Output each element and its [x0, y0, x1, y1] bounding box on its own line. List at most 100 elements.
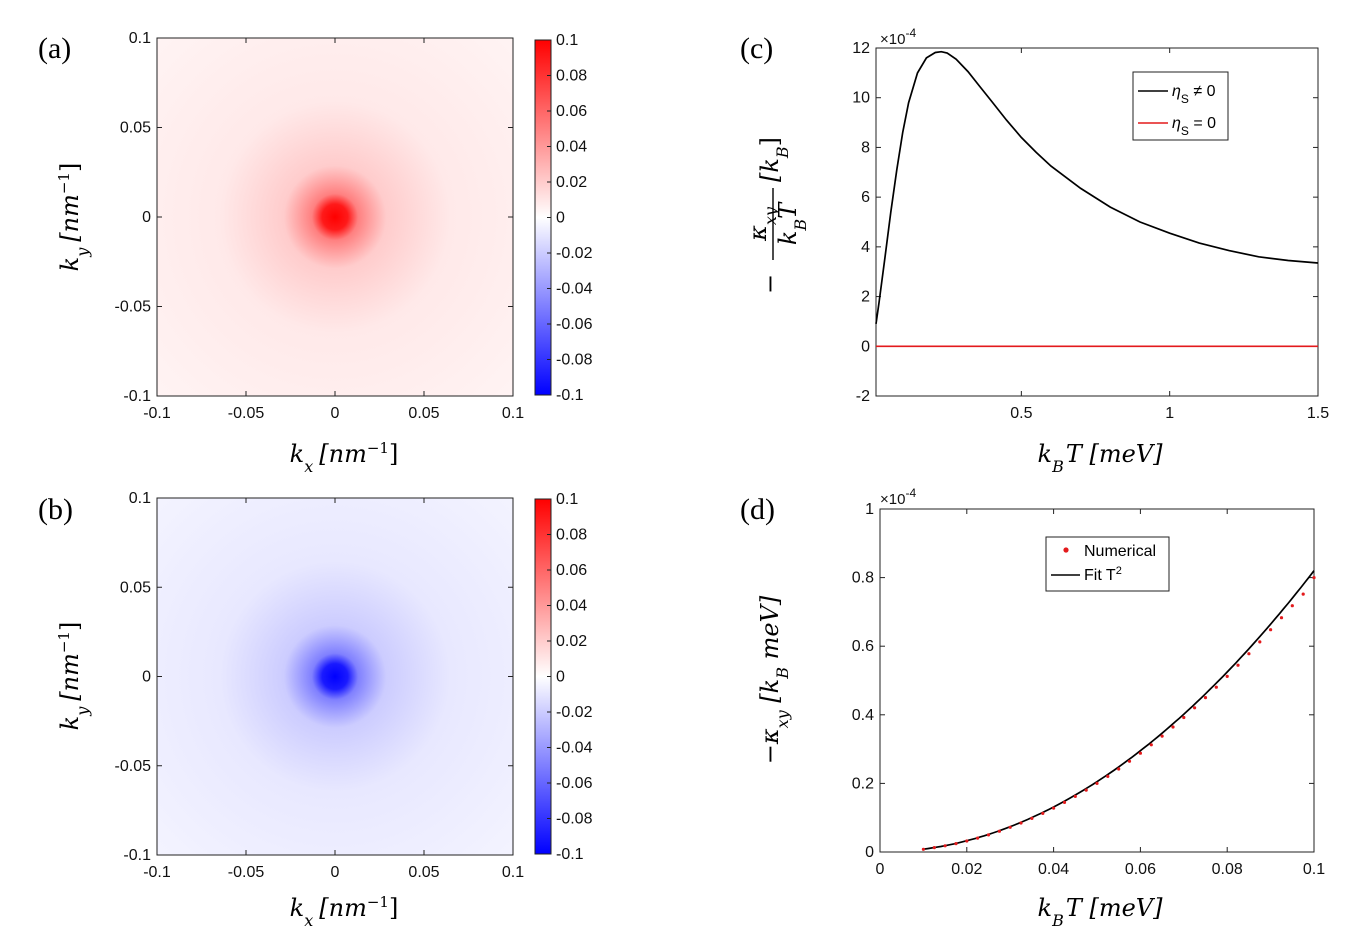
colorbar-tick-label: -0.04	[556, 740, 593, 757]
x-tick-label: 0	[331, 864, 340, 881]
data-point-numerical	[1019, 821, 1023, 825]
colorbar-tick-label: -0.02	[556, 704, 593, 721]
y-tick-label: 12	[852, 40, 870, 57]
data-point-numerical	[1279, 616, 1284, 620]
svg-text:ky[nm−1]: ky[nm−1]	[55, 163, 92, 272]
data-point-numerical	[1193, 706, 1197, 710]
x-tick-label: 0.05	[408, 864, 439, 881]
x-tick-label: 0.1	[1303, 861, 1325, 878]
legend-c-box	[1132, 71, 1229, 141]
colorbar-tick-label: -0.1	[556, 387, 584, 404]
x-tick-label: 0.04	[1038, 861, 1069, 878]
legend-d-box	[1045, 536, 1170, 592]
heatmap-b-field	[157, 498, 513, 855]
axes-c-plot	[875, 50, 1319, 348]
y-tick-label: -2	[856, 388, 870, 405]
data-point-numerical	[1203, 696, 1208, 700]
data-point-numerical	[1214, 685, 1218, 689]
colorbar-tick-label: 0.04	[556, 139, 587, 156]
data-point-numerical	[943, 844, 947, 848]
axes-c-sci-multiplier: ×10-4	[880, 26, 916, 48]
legend-d-label-1: Fit T2	[1084, 565, 1122, 584]
axes-d-plot	[921, 570, 1316, 851]
data-point-numerical	[1008, 825, 1012, 829]
x-tick-label: -0.1	[143, 864, 171, 881]
data-point-numerical	[976, 836, 980, 840]
data-point-numerical	[1106, 774, 1110, 779]
axes-c-frame	[875, 47, 1319, 397]
y-tick-label: 10	[852, 90, 870, 107]
axes-d-xlabel: kBT [meV]	[1038, 894, 1164, 930]
y-tick-label: -0.05	[115, 758, 152, 775]
svg-text:−: −	[756, 274, 784, 294]
panel-d: (d) ×10-4 0 0.02 0.04 0.06 0.08 0.1 0 0.2 0.4 0.6…	[740, 486, 1325, 930]
data-point-numerical	[1182, 715, 1186, 720]
panel-b: (b) -0.1 -0.05 0 0.05 0.1 -0.1 -0.05 0 0.05 0.1 -…	[38, 490, 593, 930]
legend-c-label-0: ηS ≠ 0	[1172, 83, 1216, 106]
panel-a-label: (a)	[38, 32, 71, 65]
x-tick-label: 0.06	[1125, 861, 1156, 878]
legend-c-label-1: ηS = 0	[1172, 115, 1216, 138]
axes-c-xlabel: kBT [meV]	[1038, 440, 1164, 476]
x-tick-label: 0.5	[1010, 405, 1032, 422]
x-tick-label: 0	[331, 405, 340, 422]
axes-b-ylabel: ky[nm−1]	[55, 622, 92, 731]
x-tick-label: 0	[876, 861, 885, 878]
data-point-numerical	[1084, 788, 1088, 792]
y-tick-label: 0	[142, 669, 151, 686]
y-tick-label: 6	[861, 189, 870, 206]
data-point-numerical	[1062, 800, 1067, 805]
legend-d-swatch-0	[1063, 547, 1069, 553]
data-point-numerical	[1127, 759, 1132, 763]
axes-d-ticks: 0 0.02 0.04 0.06 0.08 0.1 0 0.2 0.4 0.6 0.8 1	[852, 501, 1325, 878]
x-tick-label: -0.05	[228, 405, 265, 422]
axes-c-ylabel: − κxy kBT [kB]	[744, 137, 810, 294]
data-point-numerical	[997, 829, 1002, 833]
data-point-numerical	[921, 847, 926, 851]
y-tick-label: 0.1	[129, 490, 151, 507]
colorbar-tick-label: -0.06	[556, 316, 593, 333]
colorbar-tick-label: 0.08	[556, 68, 587, 85]
axes-b-xlabel: kx [nm−1]	[290, 893, 399, 930]
data-point-numerical	[1073, 794, 1077, 799]
y-tick-label: 1	[865, 501, 874, 518]
x-tick-label: 0.02	[951, 861, 982, 878]
y-tick-label: 0.05	[120, 120, 151, 137]
y-tick-label: 0	[861, 338, 870, 355]
colorbar-tick-label: 0	[556, 669, 565, 686]
data-point-numerical	[1258, 640, 1262, 644]
svg-text:kBT: kBT	[774, 201, 810, 245]
y-tick-label: 0.1	[129, 30, 151, 47]
axes-a-xlabel: kx [nm−1]	[290, 439, 399, 476]
colorbar-tick-label: -0.08	[556, 811, 593, 828]
y-tick-label: 4	[861, 239, 870, 256]
colorbar-tick-label: -0.02	[556, 245, 593, 262]
svg-text:−κxy [kB meV]: −κxy [kB meV]	[756, 595, 792, 764]
data-point-numerical	[1095, 781, 1099, 786]
colorbar-tick-label: 0.02	[556, 174, 587, 191]
y-tick-label: 0.05	[120, 579, 151, 596]
data-point-numerical	[1117, 767, 1121, 771]
y-tick-label: 2	[861, 289, 870, 306]
data-point-numerical	[1171, 725, 1175, 729]
data-point-numerical	[954, 842, 958, 846]
data-point-numerical	[1247, 652, 1251, 656]
y-tick-label: -0.1	[123, 847, 151, 864]
data-point-numerical	[1149, 743, 1153, 747]
colorbar-tick-label: 0.06	[556, 103, 587, 120]
colorbar-tick-label: 0.06	[556, 562, 587, 579]
svg-text:[kB]: [kB]	[756, 137, 792, 182]
x-tick-label: 0.1	[502, 864, 524, 881]
data-point-numerical	[1225, 674, 1229, 679]
x-tick-label: 0.05	[408, 405, 439, 422]
x-tick-label: 0.1	[502, 405, 524, 422]
colorbar-tick-label: 0.04	[556, 598, 587, 615]
data-point-numerical	[1138, 751, 1142, 755]
data-point-numerical	[1312, 576, 1316, 580]
data-point-numerical	[1301, 592, 1305, 596]
colorbar-tick-label: -0.04	[556, 281, 593, 298]
panel-a: (a) -0.1 -0.05 0 0.05 0.1 -0.1 -0.05 0 0.05 0.1 -…	[38, 30, 593, 476]
y-tick-label: 0.4	[852, 707, 874, 724]
colorbar-tick-label: -0.08	[556, 352, 593, 369]
